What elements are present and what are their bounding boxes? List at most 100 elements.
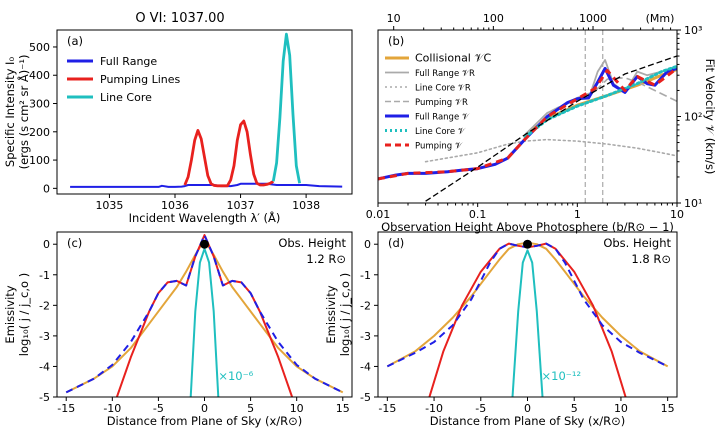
y-axis-label: Fit Velocity 𝒱 (km/s): [703, 59, 717, 175]
x-tick-label: 5: [247, 402, 254, 415]
y-tick-label: -5: [360, 391, 371, 404]
x-tick-label: 0.01: [366, 208, 391, 221]
x-tick-label: 5: [571, 402, 578, 415]
legend-label: Full Range 𝒱: [415, 113, 471, 123]
y-axis-label: Emissivity: [3, 285, 17, 343]
y-tick-label: 200: [29, 126, 50, 139]
series-line-0: [65, 240, 344, 394]
series-line-1: [183, 119, 275, 188]
series-line-6: [378, 67, 677, 181]
x-tick-label: -5: [153, 402, 164, 415]
y-tick-label: -3: [39, 330, 50, 343]
obs-height-title: Obs. Height: [603, 236, 671, 250]
x-axis-label: Distance from Plane of Sky (x/R⊙): [430, 414, 626, 428]
x-axis-label: Distance from Plane of Sky (x/R⊙): [107, 414, 303, 428]
panel-label: (d): [388, 236, 404, 250]
x-axis-label: Incident Wavelength λ′ (Å): [129, 210, 281, 225]
y-tick-label: -4: [39, 360, 50, 373]
peak-marker: [523, 239, 532, 249]
legend-label: Pumping Lines: [100, 73, 181, 86]
x-tick-label: 10: [670, 208, 684, 221]
y-tick-label: -3: [360, 330, 371, 343]
series-line-1: [428, 242, 627, 397]
y-tick-label: 10³: [684, 24, 702, 37]
legend-label: Line Core 𝒱R: [415, 84, 471, 94]
x-tick-label: 15: [336, 402, 350, 415]
y-tick-label: 10²: [684, 111, 702, 124]
panel-d: -15 -10 -5 0 5 10 15-5-4-3-2-10 (d)Distance fro…: [324, 231, 678, 428]
series-line-3: [511, 249, 544, 397]
x-tick-label: 0.1: [469, 208, 487, 221]
x-tick-label: 0: [524, 402, 531, 415]
y-tick-label: -4: [360, 360, 371, 373]
x-tick-label: 10: [290, 402, 304, 415]
x-axis-label: Observation Height Above Photosphere (b/…: [381, 220, 674, 234]
y-tick-label: 400: [29, 69, 50, 82]
y-axis-label-units: (ergs (s cm² sr Å)⁻¹): [16, 55, 31, 170]
series-line-2: [386, 242, 669, 368]
top-tick-label: 100: [483, 12, 504, 25]
y-tick-label: 0: [364, 238, 371, 251]
x-tick-label: 1037: [227, 199, 255, 212]
series-line-2: [424, 138, 677, 163]
x-tick-label: 0: [201, 402, 208, 415]
obs-height-title: Obs. Height: [278, 236, 346, 250]
x-tick-label: 1: [574, 208, 581, 221]
x-tick-label: 1036: [161, 199, 189, 212]
legend-label: Line Core: [100, 91, 152, 104]
y-tick-label: -2: [39, 299, 50, 312]
x-tick-label: 1038: [292, 199, 320, 212]
x-tick-label: -10: [425, 402, 443, 415]
top-tick-label: 10: [387, 12, 401, 25]
series-line-2: [271, 32, 301, 184]
y-axis-label-units: log₁₀( j / j_c,o ): [17, 273, 31, 356]
line-core-scale-note: ×10⁻¹²: [542, 369, 582, 383]
panel-a: 1035 1036 1037 1038 0 100 200 300 400 500 (a) Incid…: [3, 29, 353, 225]
y-tick-label: -1: [39, 269, 50, 282]
x-tick-label: -5: [475, 402, 486, 415]
legend-label: Pumping 𝒱: [415, 142, 464, 152]
series-line-7: [425, 55, 677, 202]
y-tick-label: 10¹: [684, 197, 702, 210]
series-line-1: [115, 234, 294, 397]
y-axis-label-units: log₁₀( j / j_c,o ): [338, 273, 352, 356]
panel-label: (b): [388, 34, 404, 48]
x-tick-label: -10: [103, 402, 121, 415]
y-tick-label: 0: [43, 182, 50, 195]
x-tick-label: 10: [614, 402, 628, 415]
y-axis-label: Specific Intensity I₀: [3, 57, 17, 168]
axes-frame: [56, 29, 353, 195]
obs-height-value: 1.2 R⊙: [306, 252, 346, 266]
legend-label: Line Core 𝒱: [415, 127, 467, 137]
legend-label: Full Range: [100, 55, 157, 68]
peak-marker: [200, 239, 209, 249]
line-core-scale-note: ×10⁻⁶: [218, 369, 253, 383]
x-tick-label: -15: [378, 402, 396, 415]
y-tick-label: -1: [360, 269, 371, 282]
legend-label: Full Range 𝒱R: [415, 69, 475, 79]
x-tick-label: -15: [57, 402, 75, 415]
obs-height-value: 1.8 R⊙: [631, 252, 671, 266]
series-line-3: [189, 247, 220, 397]
panel-label: (c): [67, 236, 82, 250]
series-line-0: [386, 241, 669, 368]
y-tick-label: 500: [29, 41, 50, 54]
series-line-0: [70, 182, 343, 188]
panel-label: (a): [67, 34, 83, 48]
y-tick-label: 0: [43, 238, 50, 251]
x-tick-label: 1035: [95, 199, 123, 212]
figure-title: O VI: 1037.00: [135, 11, 224, 26]
x-tick-label: 15: [661, 402, 675, 415]
y-tick-label: 100: [29, 154, 50, 167]
y-tick-label: 300: [29, 98, 50, 111]
y-axis-label: Emissivity: [324, 285, 338, 343]
y-tick-label: -2: [360, 299, 371, 312]
top-tick-label: 1000: [579, 12, 607, 25]
top-axis-unit: (Mm): [646, 12, 675, 25]
series-line-5: [523, 64, 677, 139]
legend-label: Collisional 𝒱C: [415, 52, 492, 65]
panel-c: -15 -10 -5 0 5 10 15-5-4-3-2-10 (c)Distance fro…: [3, 231, 353, 428]
legend-label: Pumping 𝒱R: [415, 98, 468, 108]
